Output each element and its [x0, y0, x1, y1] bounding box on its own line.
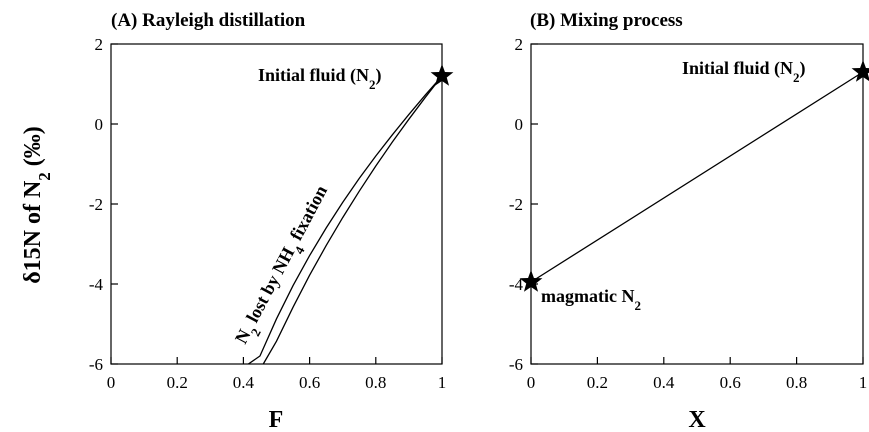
y-tick-label: -2: [509, 195, 523, 214]
panel-b-x-label: X: [688, 407, 706, 432]
panel-a-title: (A) Rayleigh distillation: [111, 10, 306, 31]
series-line-1: [247, 75, 443, 365]
ann-b0-tail: ): [800, 58, 806, 79]
x-tick-label: 0.2: [167, 373, 188, 392]
y-axis-label-sub: 2: [35, 172, 54, 181]
ann-b0-sub: 2: [793, 70, 800, 85]
x-tick-label: 0.4: [653, 373, 675, 392]
y-tick-label: 0: [95, 115, 104, 134]
y-tick-label: 0: [515, 115, 524, 134]
panel-a-x-label: F: [269, 407, 284, 432]
x-tick-label: 0.6: [299, 373, 320, 392]
panel-b-x-ticks: 0 0.2 0.4 0.6 0.8 1: [527, 357, 868, 392]
x-tick-label: 0: [527, 373, 536, 392]
y-tick-label: -6: [89, 355, 103, 374]
y-tick-label: -4: [89, 275, 104, 294]
panel-b-title: (B) Mixing process: [530, 10, 683, 31]
star-marker: [430, 64, 454, 86]
x-tick-label: 0: [107, 373, 116, 392]
ann-b1-main: magmatic N: [541, 286, 634, 306]
panel-a-markers: [430, 64, 454, 86]
panel-b-annotation-magmatic: magmatic N2: [541, 286, 641, 313]
series-line-1: [530, 71, 864, 283]
ann-a0-sub: 2: [369, 77, 376, 92]
ann-a0-main: Initial fluid (N: [258, 65, 369, 86]
x-tick-label: 0.4: [233, 373, 255, 392]
panel-b-annotation-initial-fluid: Initial fluid (N2): [682, 58, 806, 85]
y-tick-label: 2: [95, 35, 104, 54]
y-tick-label: -4: [509, 275, 524, 294]
ann-a1-tail: fixation: [284, 182, 331, 247]
y-axis-label: δ15N of N2 (‰): [20, 126, 54, 284]
star-marker: [519, 270, 543, 292]
panel-a-y-ticks: 2 0 -2 -4 -6: [89, 35, 118, 374]
panel-a-x-ticks: 0 0.2 0.4 0.6 0.8 1: [107, 357, 447, 392]
panel-b-markers: [519, 60, 869, 292]
panel-b-y-ticks: 2 0 -2 -4 -6: [509, 35, 538, 374]
panel-a-annotation-initial-fluid: Initial fluid (N2): [258, 65, 382, 92]
panel-b: (B) Mixing process 0 0.2 0.4 0.6 0.8 1 2 0 -2 -4…: [509, 10, 869, 432]
x-tick-label: 0.6: [720, 373, 741, 392]
series-line-2: [262, 75, 443, 365]
ann-b0-main: Initial fluid (N: [682, 58, 793, 79]
y-tick-label: 2: [515, 35, 524, 54]
x-tick-label: 1: [438, 373, 447, 392]
panel-a-frame: [110, 43, 443, 365]
y-tick-label: -2: [89, 195, 103, 214]
y-axis-label-main: δ15N of N: [20, 180, 46, 284]
y-axis-label-unit: (‰): [20, 126, 46, 172]
ann-a1-mid: lost by NH: [240, 244, 298, 330]
star-marker: [851, 60, 869, 82]
panel-a-series: [247, 75, 443, 365]
panel-b-series: [530, 71, 864, 283]
x-tick-label: 0.2: [587, 373, 608, 392]
ann-b1-sub: 2: [634, 298, 641, 313]
panel-b-frame: [530, 43, 864, 365]
y-tick-label: -6: [509, 355, 523, 374]
x-tick-label: 0.8: [365, 373, 386, 392]
ann-a0-tail: ): [376, 65, 382, 86]
panel-a: (A) Rayleigh distillation 0 0.2 0.4 0.6 0.8 1…: [89, 10, 454, 432]
x-tick-label: 0.8: [786, 373, 807, 392]
x-tick-label: 1: [859, 373, 868, 392]
